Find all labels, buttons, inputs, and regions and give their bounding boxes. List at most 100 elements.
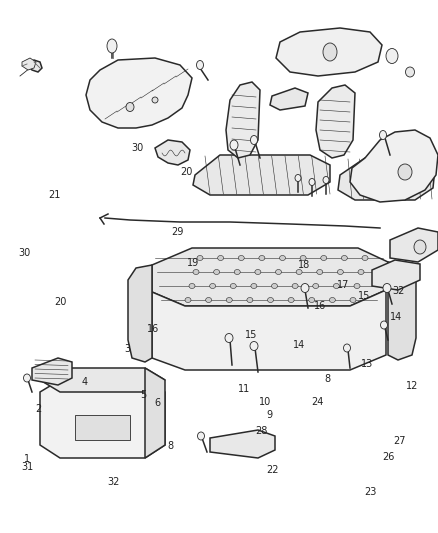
Text: 24: 24 bbox=[311, 397, 323, 407]
Text: 27: 27 bbox=[393, 437, 406, 446]
Text: 9: 9 bbox=[267, 410, 273, 419]
Ellipse shape bbox=[230, 284, 236, 288]
Polygon shape bbox=[388, 262, 416, 360]
Polygon shape bbox=[40, 368, 165, 392]
Ellipse shape bbox=[295, 174, 301, 182]
Text: 26: 26 bbox=[382, 453, 394, 462]
Ellipse shape bbox=[337, 270, 343, 274]
Text: 14: 14 bbox=[293, 340, 305, 350]
Text: 21: 21 bbox=[48, 190, 60, 199]
Ellipse shape bbox=[268, 297, 273, 303]
Ellipse shape bbox=[218, 255, 224, 261]
Ellipse shape bbox=[354, 284, 360, 288]
Polygon shape bbox=[128, 265, 152, 362]
Ellipse shape bbox=[406, 67, 414, 77]
Polygon shape bbox=[28, 60, 42, 72]
Polygon shape bbox=[210, 430, 275, 458]
Polygon shape bbox=[152, 248, 388, 306]
Ellipse shape bbox=[107, 39, 117, 53]
Text: 20: 20 bbox=[180, 167, 193, 176]
Polygon shape bbox=[316, 85, 355, 158]
Text: 5: 5 bbox=[141, 391, 147, 400]
Ellipse shape bbox=[309, 297, 315, 303]
Ellipse shape bbox=[329, 297, 336, 303]
Ellipse shape bbox=[362, 255, 368, 261]
Text: 1: 1 bbox=[24, 455, 30, 464]
Text: 6: 6 bbox=[155, 398, 161, 408]
Ellipse shape bbox=[358, 270, 364, 274]
Ellipse shape bbox=[225, 334, 233, 343]
Text: 16: 16 bbox=[147, 324, 159, 334]
Ellipse shape bbox=[414, 240, 426, 254]
Ellipse shape bbox=[259, 255, 265, 261]
Ellipse shape bbox=[279, 255, 286, 261]
Ellipse shape bbox=[317, 270, 323, 274]
Ellipse shape bbox=[272, 284, 278, 288]
Text: 32: 32 bbox=[392, 286, 405, 296]
Ellipse shape bbox=[386, 49, 398, 63]
Ellipse shape bbox=[343, 344, 350, 352]
Ellipse shape bbox=[210, 284, 215, 288]
Ellipse shape bbox=[205, 297, 212, 303]
Ellipse shape bbox=[300, 255, 306, 261]
Ellipse shape bbox=[197, 255, 203, 261]
Text: 31: 31 bbox=[21, 462, 33, 472]
Text: 22: 22 bbox=[266, 465, 279, 475]
Ellipse shape bbox=[230, 140, 238, 150]
Text: 4: 4 bbox=[81, 377, 88, 386]
Text: 19: 19 bbox=[187, 258, 199, 268]
Polygon shape bbox=[372, 260, 420, 290]
Ellipse shape bbox=[247, 297, 253, 303]
Ellipse shape bbox=[333, 284, 339, 288]
Text: 18: 18 bbox=[298, 260, 310, 270]
Ellipse shape bbox=[323, 43, 337, 61]
Ellipse shape bbox=[309, 179, 315, 185]
Text: 17: 17 bbox=[337, 280, 350, 289]
Ellipse shape bbox=[379, 131, 386, 140]
Ellipse shape bbox=[255, 270, 261, 274]
Text: 10: 10 bbox=[259, 398, 271, 407]
Text: 29: 29 bbox=[172, 228, 184, 237]
Polygon shape bbox=[75, 415, 130, 440]
Text: 30: 30 bbox=[131, 143, 144, 153]
Ellipse shape bbox=[198, 432, 205, 440]
Text: 30: 30 bbox=[18, 248, 30, 258]
Ellipse shape bbox=[234, 270, 240, 274]
Ellipse shape bbox=[250, 342, 258, 351]
Text: 20: 20 bbox=[54, 297, 67, 306]
Polygon shape bbox=[270, 88, 308, 110]
Ellipse shape bbox=[398, 164, 412, 180]
Ellipse shape bbox=[381, 321, 388, 329]
Polygon shape bbox=[276, 28, 382, 76]
Ellipse shape bbox=[383, 284, 391, 293]
Polygon shape bbox=[350, 130, 438, 202]
Polygon shape bbox=[152, 290, 386, 370]
Ellipse shape bbox=[251, 135, 258, 144]
Ellipse shape bbox=[313, 284, 319, 288]
Text: 15: 15 bbox=[358, 291, 371, 301]
Text: 11: 11 bbox=[238, 384, 251, 394]
Text: 28: 28 bbox=[255, 426, 267, 435]
Ellipse shape bbox=[197, 61, 204, 69]
Text: 13: 13 bbox=[361, 359, 373, 369]
Ellipse shape bbox=[238, 255, 244, 261]
Polygon shape bbox=[22, 58, 36, 70]
Ellipse shape bbox=[323, 176, 329, 183]
Ellipse shape bbox=[251, 284, 257, 288]
Polygon shape bbox=[86, 58, 192, 128]
Ellipse shape bbox=[152, 97, 158, 103]
Ellipse shape bbox=[301, 284, 309, 293]
Text: 16: 16 bbox=[314, 301, 326, 311]
Text: 8: 8 bbox=[325, 375, 331, 384]
Ellipse shape bbox=[350, 297, 356, 303]
Ellipse shape bbox=[214, 270, 219, 274]
Text: 15: 15 bbox=[245, 330, 258, 340]
Text: 8: 8 bbox=[167, 441, 173, 451]
Ellipse shape bbox=[321, 255, 327, 261]
Ellipse shape bbox=[341, 255, 347, 261]
Polygon shape bbox=[338, 158, 435, 200]
Polygon shape bbox=[32, 358, 72, 385]
Text: 14: 14 bbox=[390, 312, 403, 321]
Polygon shape bbox=[40, 380, 165, 458]
Polygon shape bbox=[155, 140, 190, 165]
